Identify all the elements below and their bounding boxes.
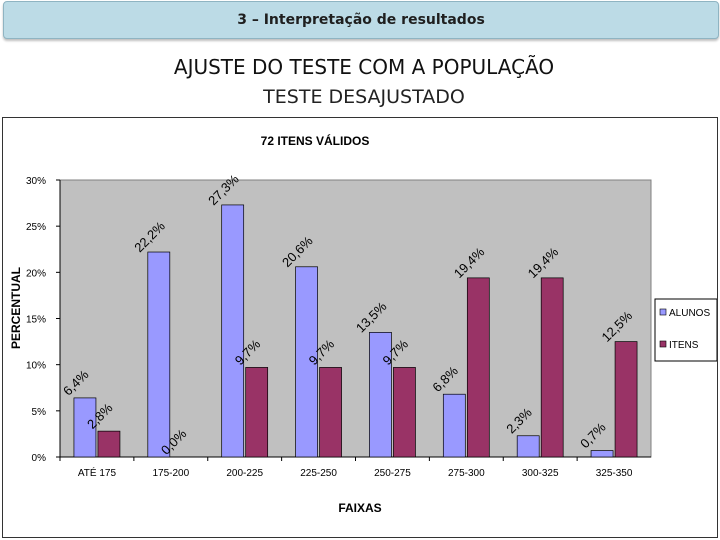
bar-alunos — [442, 393, 466, 458]
bar-chart: 6,4%2,8%22,2%0,0%27,3%9,7%20,6%9,7%13,5%… — [9, 133, 717, 515]
bar-alunos — [295, 266, 318, 458]
bar-itens — [97, 430, 121, 458]
x-axis-ticks: ATÉ 175 175-200 200-225 225-250 250-275 275-3… — [59, 457, 633, 479]
bar-alunos — [590, 450, 614, 458]
legend-swatch — [659, 340, 667, 348]
x-tick-label: 250-275 — [374, 468, 411, 479]
bars — [73, 204, 638, 458]
slide-title: AJUSTE DO TESTE COM A POPULAÇÃO — [173, 55, 555, 79]
legend-label: ITENS — [669, 340, 699, 351]
slide-subtitle: TESTE DESAJUSTADO — [263, 86, 465, 108]
bar-itens — [393, 367, 416, 458]
y-axis-title: PERCENTUAL — [9, 267, 23, 349]
bar-alunos — [369, 332, 392, 458]
legend-label: ALUNOS — [669, 308, 710, 319]
bar-itens — [245, 367, 269, 458]
y-tick-label: 10% — [26, 361, 46, 372]
chart-title: 72 ITENS VÁLIDOS — [261, 133, 370, 148]
section-header-title: 3 – Interpretação de resultados — [237, 12, 485, 28]
x-tick-label: 325-350 — [596, 468, 633, 479]
bar-alunos — [147, 251, 171, 458]
bar-itens — [614, 341, 638, 458]
legend: ALUNOS ITENS — [654, 298, 717, 362]
y-tick-label: 20% — [26, 268, 46, 279]
x-tick-label: 200-225 — [226, 468, 263, 479]
y-tick-label: 25% — [26, 222, 46, 233]
x-tick-label: 275-300 — [448, 468, 485, 479]
bar-alunos — [73, 397, 97, 458]
bar-itens — [466, 277, 490, 458]
chart-frame: 6,4% 2,8% 22,2% 0,0% 27,3% 9,7% 20,6% 9,7% 13,5%… — [2, 117, 718, 538]
x-tick-label: ATÉ 175 — [78, 466, 117, 479]
x-axis-title: FAIXAS — [338, 501, 381, 515]
section-header: 3 – Interpretação de resultados — [3, 1, 719, 39]
x-tick-label: 175-200 — [152, 468, 189, 479]
x-tick-label: 225-250 — [300, 468, 337, 479]
y-tick-label: 0% — [32, 453, 47, 464]
y-axis-ticks: 0% 5% 10% 15% 20% 25% 30% — [26, 176, 60, 464]
bar-alunos — [221, 204, 245, 458]
y-tick-label: 5% — [32, 407, 47, 418]
bar-alunos — [516, 435, 540, 458]
x-tick-label: 300-325 — [522, 468, 559, 479]
legend-swatch — [659, 308, 667, 316]
bar-itens — [319, 367, 342, 458]
y-tick-label: 15% — [26, 315, 46, 326]
bar-itens — [540, 277, 564, 458]
y-tick-label: 30% — [26, 176, 46, 187]
